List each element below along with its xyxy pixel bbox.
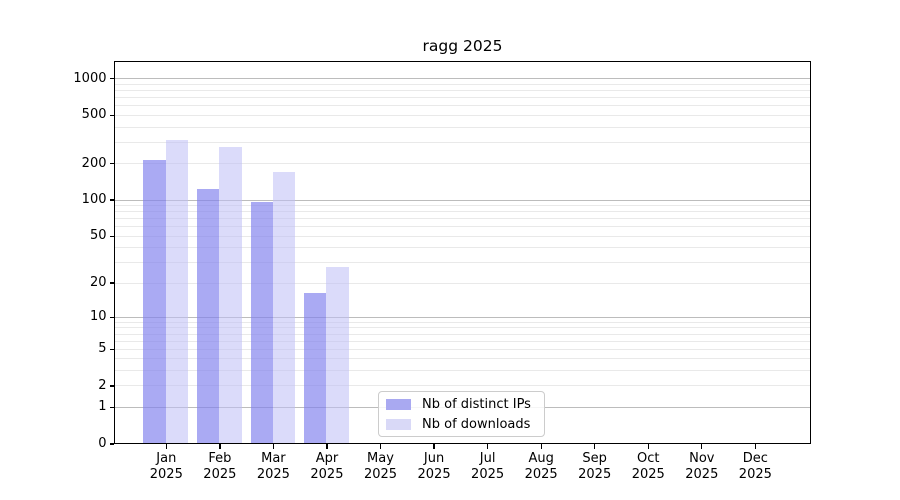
- legend-item-downloads: Nb of downloads: [386, 416, 544, 433]
- x-tick-label: Mar 2025: [256, 450, 290, 483]
- minor-gridline: [115, 141, 810, 143]
- minor-gridline: [115, 218, 810, 220]
- bar-distinct-ips: [143, 160, 166, 443]
- x-tick-label: Feb 2025: [203, 450, 237, 483]
- minor-gridline: [115, 321, 810, 323]
- minor-gridline: [115, 105, 810, 107]
- bar-downloads: [219, 147, 242, 443]
- minor-gridline: [115, 226, 810, 228]
- y-tick: [109, 114, 114, 117]
- major-gridline: [115, 78, 810, 80]
- y-tick: [109, 163, 114, 165]
- minor-gridline: [115, 327, 810, 329]
- x-tick-label: Aug 2025: [524, 450, 558, 483]
- legend-label-distinct-ips: Nb of distinct IPs: [422, 396, 531, 412]
- y-tick-label: 1000: [73, 70, 107, 86]
- legend-label-downloads: Nb of downloads: [422, 416, 531, 432]
- x-tick-label: Nov 2025: [685, 450, 719, 483]
- legend-swatch-distinct-ips: [386, 398, 411, 410]
- minor-gridline: [115, 97, 810, 99]
- bar-downloads: [272, 172, 296, 443]
- y-tick: [109, 199, 114, 201]
- x-tick-label: Dec 2025: [738, 450, 772, 483]
- x-tick-label: Apr 2025: [310, 450, 344, 483]
- minor-gridline: [115, 126, 810, 128]
- bar-distinct-ips: [304, 293, 327, 443]
- y-tick: [109, 78, 114, 80]
- y-tick-label: 0: [98, 436, 107, 451]
- y-tick-label: 500: [81, 107, 107, 123]
- y-tick-label: 50: [89, 228, 107, 244]
- y-tick: [109, 348, 114, 350]
- legend-swatch-downloads: [386, 418, 411, 430]
- y-tick-label: 2: [98, 377, 107, 393]
- x-tick: [540, 444, 542, 449]
- legend: Nb of distinct IPs Nb of downloads: [378, 391, 545, 437]
- legend-item-distinct-ips: Nb of distinct IPs: [386, 396, 544, 413]
- bar-downloads: [326, 266, 349, 443]
- x-tick: [754, 444, 757, 449]
- plot-area: [114, 61, 811, 444]
- minor-gridline: [115, 205, 810, 207]
- y-tick: [109, 443, 114, 445]
- minor-gridline: [115, 235, 810, 237]
- minor-gridline: [115, 333, 810, 335]
- minor-gridline: [115, 358, 810, 360]
- x-tick-label: Jul 2025: [471, 450, 505, 483]
- x-tick: [701, 444, 703, 449]
- x-tick: [165, 444, 167, 449]
- x-tick: [433, 444, 435, 449]
- minor-gridline: [115, 261, 810, 263]
- y-tick: [109, 406, 114, 409]
- chart-title: ragg 2025: [422, 37, 503, 55]
- y-tick-label: 1: [98, 399, 107, 415]
- y-tick: [109, 282, 114, 284]
- minor-gridline: [115, 114, 810, 116]
- x-tick: [487, 444, 489, 449]
- minor-gridline: [115, 83, 810, 85]
- minor-gridline: [115, 348, 810, 350]
- x-tick: [219, 444, 221, 449]
- minor-gridline: [115, 282, 810, 284]
- major-gridline: [115, 316, 810, 318]
- minor-gridline: [115, 340, 810, 342]
- y-tick-label: 100: [81, 192, 107, 208]
- minor-gridline: [115, 163, 810, 165]
- bar-distinct-ips: [250, 201, 273, 443]
- minor-gridline: [115, 385, 810, 387]
- x-tick: [326, 444, 328, 449]
- x-tick-label: May 2025: [363, 450, 398, 483]
- x-tick: [647, 444, 649, 449]
- y-tick-label: 20: [89, 275, 107, 291]
- y-tick-label: 10: [89, 309, 107, 325]
- y-tick: [109, 316, 114, 318]
- x-tick-label: Jun 2025: [417, 450, 451, 483]
- bar-downloads: [165, 139, 189, 443]
- bar-distinct-ips: [196, 189, 220, 443]
- minor-gridline: [115, 90, 810, 92]
- y-tick-label: 5: [98, 341, 107, 357]
- minor-gridline: [115, 247, 810, 249]
- x-tick-label: Oct 2025: [631, 450, 665, 483]
- x-tick: [379, 444, 382, 449]
- x-tick: [272, 444, 275, 449]
- y-tick-label: 200: [81, 155, 107, 171]
- y-tick: [109, 385, 114, 387]
- y-tick: [109, 235, 114, 237]
- major-gridline: [115, 199, 810, 201]
- minor-gridline: [115, 370, 810, 372]
- x-tick-label: Jan 2025: [149, 450, 183, 483]
- x-tick: [594, 444, 596, 449]
- minor-gridline: [115, 211, 810, 213]
- x-tick-label: Sep 2025: [578, 450, 612, 483]
